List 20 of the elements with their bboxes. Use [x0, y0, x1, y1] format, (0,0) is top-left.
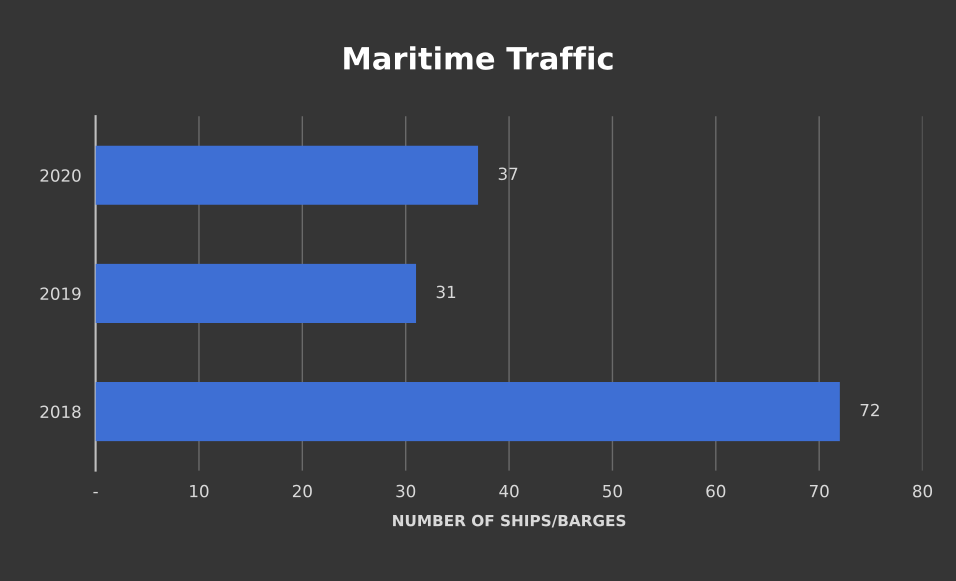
- x-tick-label: -: [93, 492, 98, 494]
- data-label: 37: [498, 167, 518, 180]
- x-axis-title: NUMBER OF SHIPS/BARGES: [393, 514, 626, 528]
- x-tick-label: 80: [913, 484, 932, 498]
- y-tick-label: 2019: [40, 287, 81, 300]
- x-tick-label: 60: [706, 484, 726, 498]
- x-tick-label: 10: [190, 484, 208, 498]
- chart-title: Maritime Traffic: [344, 46, 613, 70]
- bar: [96, 146, 478, 205]
- data-label: 72: [860, 404, 879, 416]
- x-tick-label: 40: [499, 484, 519, 498]
- x-tick-label: 30: [396, 484, 416, 498]
- x-tick-label: 50: [603, 484, 622, 498]
- bar: [96, 382, 840, 442]
- y-tick-label: 2018: [40, 406, 81, 418]
- bar: [96, 264, 416, 323]
- x-tick-label: 70: [810, 484, 829, 498]
- data-label: 31: [436, 286, 456, 298]
- x-tick-label: 20: [292, 484, 312, 498]
- y-tick-label: 2020: [40, 169, 81, 182]
